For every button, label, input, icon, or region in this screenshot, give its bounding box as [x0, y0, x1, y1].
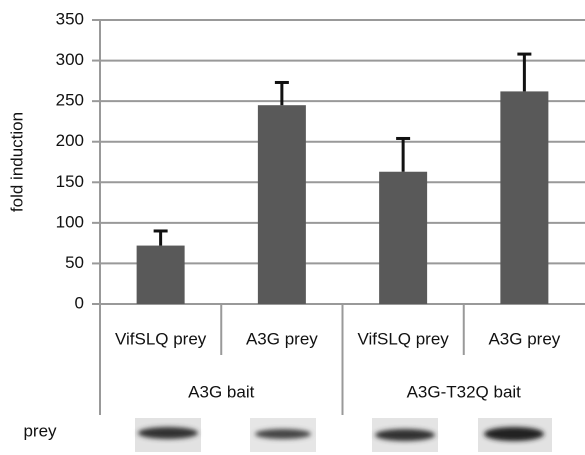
bar — [379, 172, 427, 304]
group-label: A3G-T32Q bait — [407, 382, 522, 401]
y-tick-label: 200 — [56, 131, 84, 150]
chart: fold induction prey 0 50 100 150 200 250 300 35… — [0, 0, 585, 455]
group-label: A3G bait — [188, 382, 254, 401]
x-tick-label: A3G prey — [488, 329, 560, 348]
y-tick-label: 100 — [56, 212, 84, 231]
x-tick-label: VifSLQ prey — [115, 329, 207, 348]
y-tick-label: 250 — [56, 91, 84, 110]
y-tick-label: 300 — [56, 50, 84, 69]
y-tick-label: 50 — [65, 253, 84, 272]
page: fold induction prey 0 50 100 150 200 250 300 35… — [0, 0, 585, 455]
bar — [137, 246, 185, 304]
blot-label: prey — [23, 421, 57, 440]
y-tick-label: 150 — [56, 172, 84, 191]
y-tick-label: 0 — [75, 293, 84, 312]
bar — [258, 105, 306, 304]
blots — [135, 418, 552, 452]
x-tick-label: VifSLQ prey — [357, 329, 449, 348]
y-axis-label: fold induction — [7, 112, 26, 212]
y-tick-label: 350 — [56, 9, 84, 28]
bar — [500, 91, 548, 304]
x-tick-label: A3G prey — [246, 329, 318, 348]
